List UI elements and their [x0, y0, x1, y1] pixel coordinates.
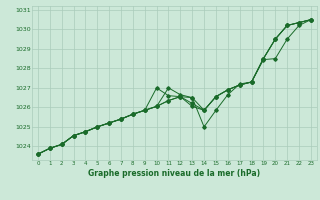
- X-axis label: Graphe pression niveau de la mer (hPa): Graphe pression niveau de la mer (hPa): [88, 169, 260, 178]
